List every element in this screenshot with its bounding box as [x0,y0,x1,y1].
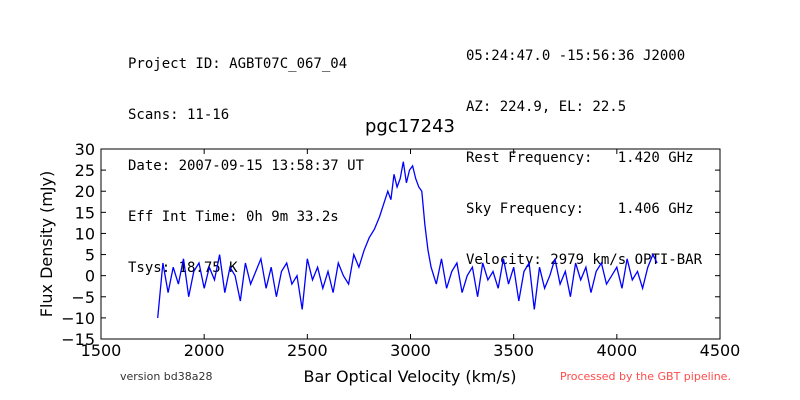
integration-time-text: Eff Int Time: 0h 9m 33.2s [128,209,339,225]
plot-frame [100,148,721,340]
chart-title: pgc17243 [364,116,455,137]
rest-frequency-text: Rest Frequency: 1.420 GHz [466,150,694,166]
x-tick-label: 4500 [700,341,741,360]
az-el-text: AZ: 224.9, EL: 22.5 [466,99,627,115]
x-tick-label: 4000 [596,341,637,360]
plot-area [157,161,658,318]
y-tick-label: 10 [75,224,95,243]
scans-text: Scans: 11-16 [128,107,230,123]
x-tick-label: 2000 [184,341,225,360]
y-tick-label: −5 [71,288,95,307]
observation-info-right: 05:24:47.0 -15:56:36 J2000 AZ: 224.9, EL… [466,14,702,286]
pipeline-label: Processed by the GBT pipeline. [560,370,731,383]
x-tick-label: 3000 [390,341,431,360]
x-tick-label: 3500 [493,341,534,360]
y-tick-label: 5 [85,246,95,265]
sky-frequency-text: Sky Frequency: 1.406 GHz [466,201,694,217]
observation-info-left: Project ID: AGBT07C_067_04 Scans: 11-16 … [128,22,364,294]
y-tick-label: −10 [61,309,95,328]
y-tick-label: 20 [75,182,95,201]
y-tick-label: 0 [85,267,95,286]
version-label: version bd38a28 [120,370,213,383]
date-text: Date: 2007-09-15 13:58:37 UT [128,158,365,174]
y-tick-label: 15 [75,203,95,222]
coordinates-text: 05:24:47.0 -15:56:36 J2000 [466,48,686,64]
x-axis-label: Bar Optical Velocity (km/s) [304,367,517,386]
y-tick-label: 25 [75,161,95,180]
y-axis-label: Flux Density (mJy) [37,171,56,318]
x-tick-label: 1500 [81,341,122,360]
spectrum-line [157,161,658,318]
y-tick-label: −15 [61,330,95,349]
axis-ticks: 1500 2000 2500 3000 3500 4000 4500 −15 −10 −5 0 5 10… [61,140,740,360]
project-id-text: Project ID: AGBT07C_067_04 [128,56,348,72]
y-tick-label: 30 [75,140,95,159]
x-tick-label: 2500 [287,341,328,360]
